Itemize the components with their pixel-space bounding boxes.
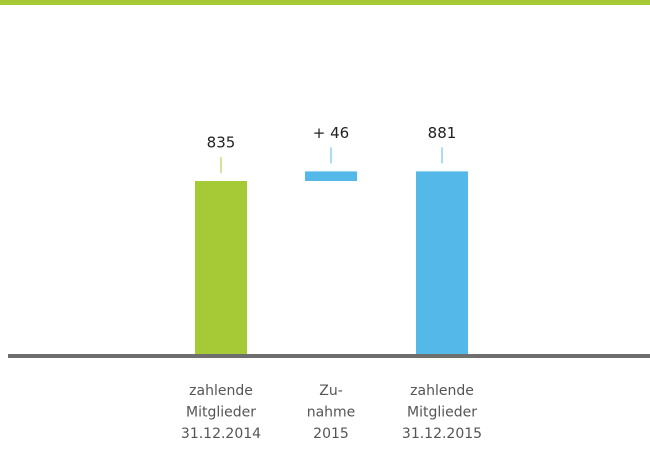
x-tick-label: Mitglieder xyxy=(186,405,256,421)
baseline xyxy=(8,354,650,358)
x-tick-label: 2015 xyxy=(313,426,349,442)
value-label: 881 xyxy=(428,124,457,142)
x-tick-label: zahlende xyxy=(410,383,474,399)
x-tick-label: nahme xyxy=(307,405,356,421)
value-label: 835 xyxy=(207,133,236,151)
bar xyxy=(416,171,468,355)
x-tick-label: zahlende xyxy=(189,383,253,399)
bar xyxy=(195,180,247,355)
x-tick-label: 31.12.2014 xyxy=(181,426,261,442)
value-label: + 46 xyxy=(313,124,349,142)
x-tick-label: Mitglieder xyxy=(407,405,477,421)
x-tick-label: Zu- xyxy=(319,383,343,399)
top-bar xyxy=(0,0,650,5)
x-tick-label: 31.12.2015 xyxy=(402,426,482,442)
bar xyxy=(305,171,357,181)
